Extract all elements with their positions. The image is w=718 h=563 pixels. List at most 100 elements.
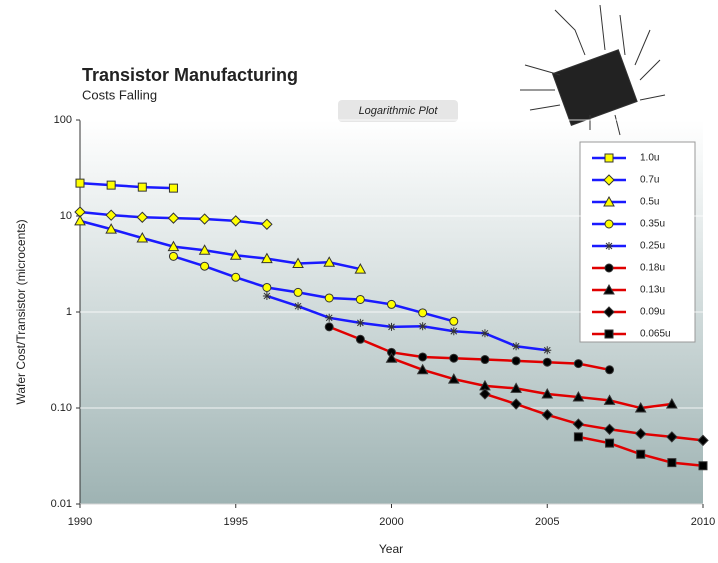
x-axis-label: Year: [379, 542, 403, 556]
data-point: [449, 353, 459, 363]
legend-label: 0.5u: [640, 197, 659, 208]
y-tick-label: 0.01: [51, 498, 72, 510]
data-point: [136, 211, 149, 223]
chip-illustration: [520, 4, 666, 136]
data-point: [603, 423, 616, 436]
data-point: [418, 322, 427, 331]
data-point: [231, 272, 241, 282]
data-point: [541, 409, 553, 421]
series-line: [79, 219, 361, 271]
x-tick-label: 2010: [691, 516, 715, 528]
legend-label: 0.7u: [640, 175, 659, 186]
data-point: [355, 334, 365, 344]
legend-marker: [604, 329, 614, 339]
annotation-box: [338, 100, 458, 122]
data-point: [385, 352, 398, 363]
data-point: [137, 182, 147, 192]
data-point: [167, 212, 180, 224]
legend-marker: [604, 153, 614, 163]
data-point: [572, 391, 585, 402]
series-line: [173, 255, 455, 323]
legend-label: 0.13u: [640, 285, 665, 296]
data-point: [261, 252, 273, 264]
legend-marker: [603, 195, 615, 207]
data-point: [542, 357, 552, 367]
data-point: [355, 294, 365, 304]
y-axis-label: Wafer Cost/Transistor (microcents): [14, 219, 28, 404]
y-tick-label: 100: [54, 114, 72, 126]
data-point: [447, 373, 460, 384]
data-point: [167, 240, 180, 252]
data-point: [573, 432, 583, 442]
legend-label: 0.09u: [640, 307, 665, 318]
data-point: [387, 299, 396, 309]
data-point: [230, 215, 242, 227]
data-point: [634, 401, 647, 413]
series-line: [328, 325, 610, 372]
data-point: [666, 397, 678, 409]
data-point: [510, 382, 522, 393]
series-line: [266, 294, 548, 352]
data-point: [262, 282, 272, 292]
legend-marker: [603, 306, 615, 318]
data-point: [324, 293, 334, 303]
data-point: [106, 180, 116, 190]
data-point: [512, 342, 521, 351]
series-line: [79, 181, 174, 190]
legend-label: 0.18u: [640, 263, 665, 274]
chart-title: Transistor Manufacturing: [82, 65, 298, 85]
y-tick-label: 10: [60, 210, 72, 222]
data-point: [325, 313, 334, 322]
data-point: [543, 346, 552, 355]
data-point: [698, 461, 708, 471]
data-point: [418, 352, 428, 362]
data-point: [262, 291, 271, 300]
data-point: [511, 356, 521, 366]
chart-subtitle: Costs Falling: [82, 87, 157, 102]
data-point: [416, 363, 429, 375]
x-tick-label: 2000: [379, 516, 403, 528]
legend-label: 0.35u: [640, 219, 665, 230]
data-point: [168, 183, 178, 193]
data-point: [541, 387, 554, 399]
data-point: [605, 438, 615, 448]
data-point: [697, 434, 709, 447]
data-point: [387, 322, 396, 331]
data-point: [418, 308, 428, 318]
data-point: [449, 327, 458, 336]
data-point: [136, 231, 149, 243]
x-tick-label: 1995: [224, 516, 248, 528]
data-point: [667, 458, 677, 468]
data-point: [510, 398, 522, 410]
data-point: [261, 218, 273, 230]
x-tick-label: 2005: [535, 516, 559, 528]
data-point: [292, 257, 304, 269]
data-point: [666, 431, 678, 443]
data-point: [323, 256, 336, 267]
legend-marker: [603, 174, 615, 186]
data-point: [479, 388, 491, 400]
data-point: [356, 318, 365, 327]
data-point: [198, 244, 211, 255]
data-point: [634, 427, 647, 440]
data-point: [75, 178, 85, 188]
data-point: [636, 449, 646, 459]
data-point: [293, 287, 303, 297]
data-point: [74, 214, 86, 226]
data-point: [294, 302, 303, 311]
annotation: Logarithmic Plot: [359, 105, 439, 117]
data-point: [480, 329, 489, 338]
y-tick-label: 1: [66, 306, 72, 318]
data-point: [354, 263, 367, 274]
series-line: [484, 392, 704, 442]
legend-label: 1.0u: [640, 153, 659, 164]
x-tick-label: 1990: [68, 516, 92, 528]
data-point: [324, 322, 334, 332]
data-point: [198, 213, 211, 225]
legend-label: 0.25u: [640, 241, 665, 252]
data-point: [105, 209, 117, 221]
data-point: [572, 418, 585, 430]
data-point: [480, 355, 490, 365]
legend-label: 0.065u: [640, 329, 671, 340]
